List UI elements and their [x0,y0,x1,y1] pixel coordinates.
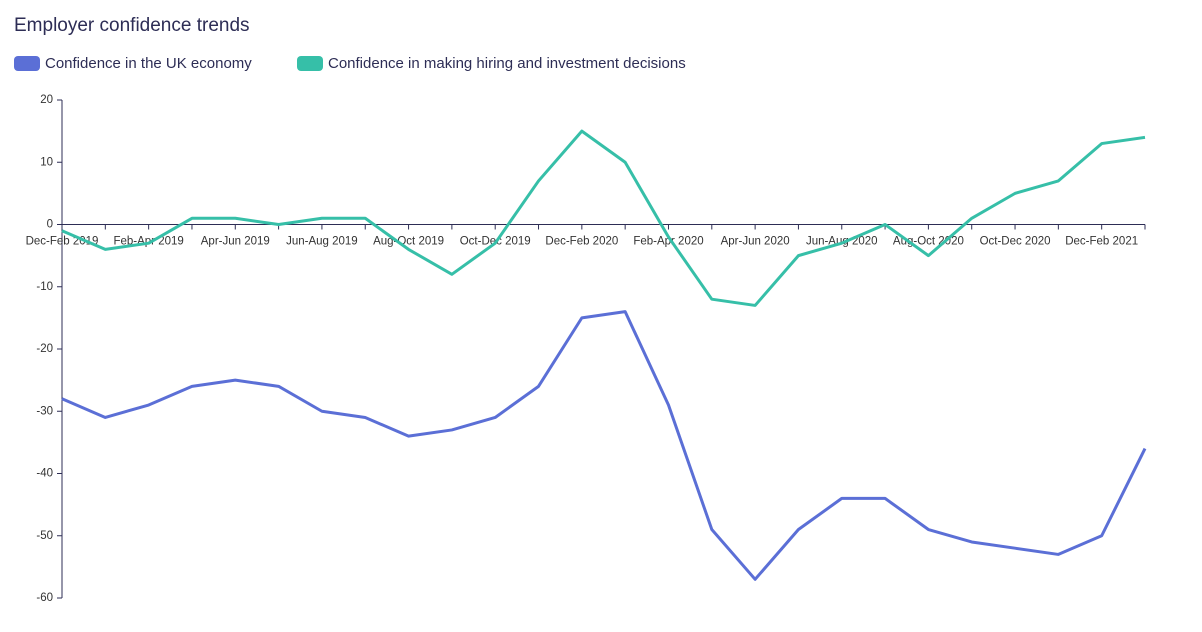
legend-swatch [297,56,323,71]
x-tick-label: Oct-Dec 2020 [980,236,1051,248]
y-tick-label: -60 [36,592,53,604]
legend-label: Confidence in making hiring and investme… [328,55,686,72]
legend-label: Confidence in the UK economy [45,55,252,72]
y-tick-label: -40 [36,468,53,480]
y-tick-label: 0 [47,219,53,231]
x-tick-label: Dec-Feb 2021 [1065,236,1138,248]
y-tick-label: -50 [36,530,53,542]
legend-swatch [14,56,40,71]
x-tick-label: Apr-Jun 2019 [201,236,270,248]
y-tick-label: 10 [40,156,53,168]
data-line [61,129,1146,307]
x-tick-label: Aug-Oct 2019 [373,236,444,248]
y-tick-label: -20 [36,343,53,355]
y-tick-label: -30 [36,405,53,417]
y-tick-label: -10 [36,281,53,293]
y-tick-label: 20 [40,94,53,106]
x-tick-label: Jun-Aug 2019 [286,236,358,248]
data-line [61,310,1147,581]
x-tick-label: Jun-Aug 2020 [806,236,878,248]
chart-title: Employer confidence trends [14,15,250,36]
x-tick-label: Apr-Jun 2020 [721,236,790,248]
x-tick-label: Dec-Feb 2020 [545,236,618,248]
x-tick-label: Feb-Apr 2020 [633,236,703,248]
